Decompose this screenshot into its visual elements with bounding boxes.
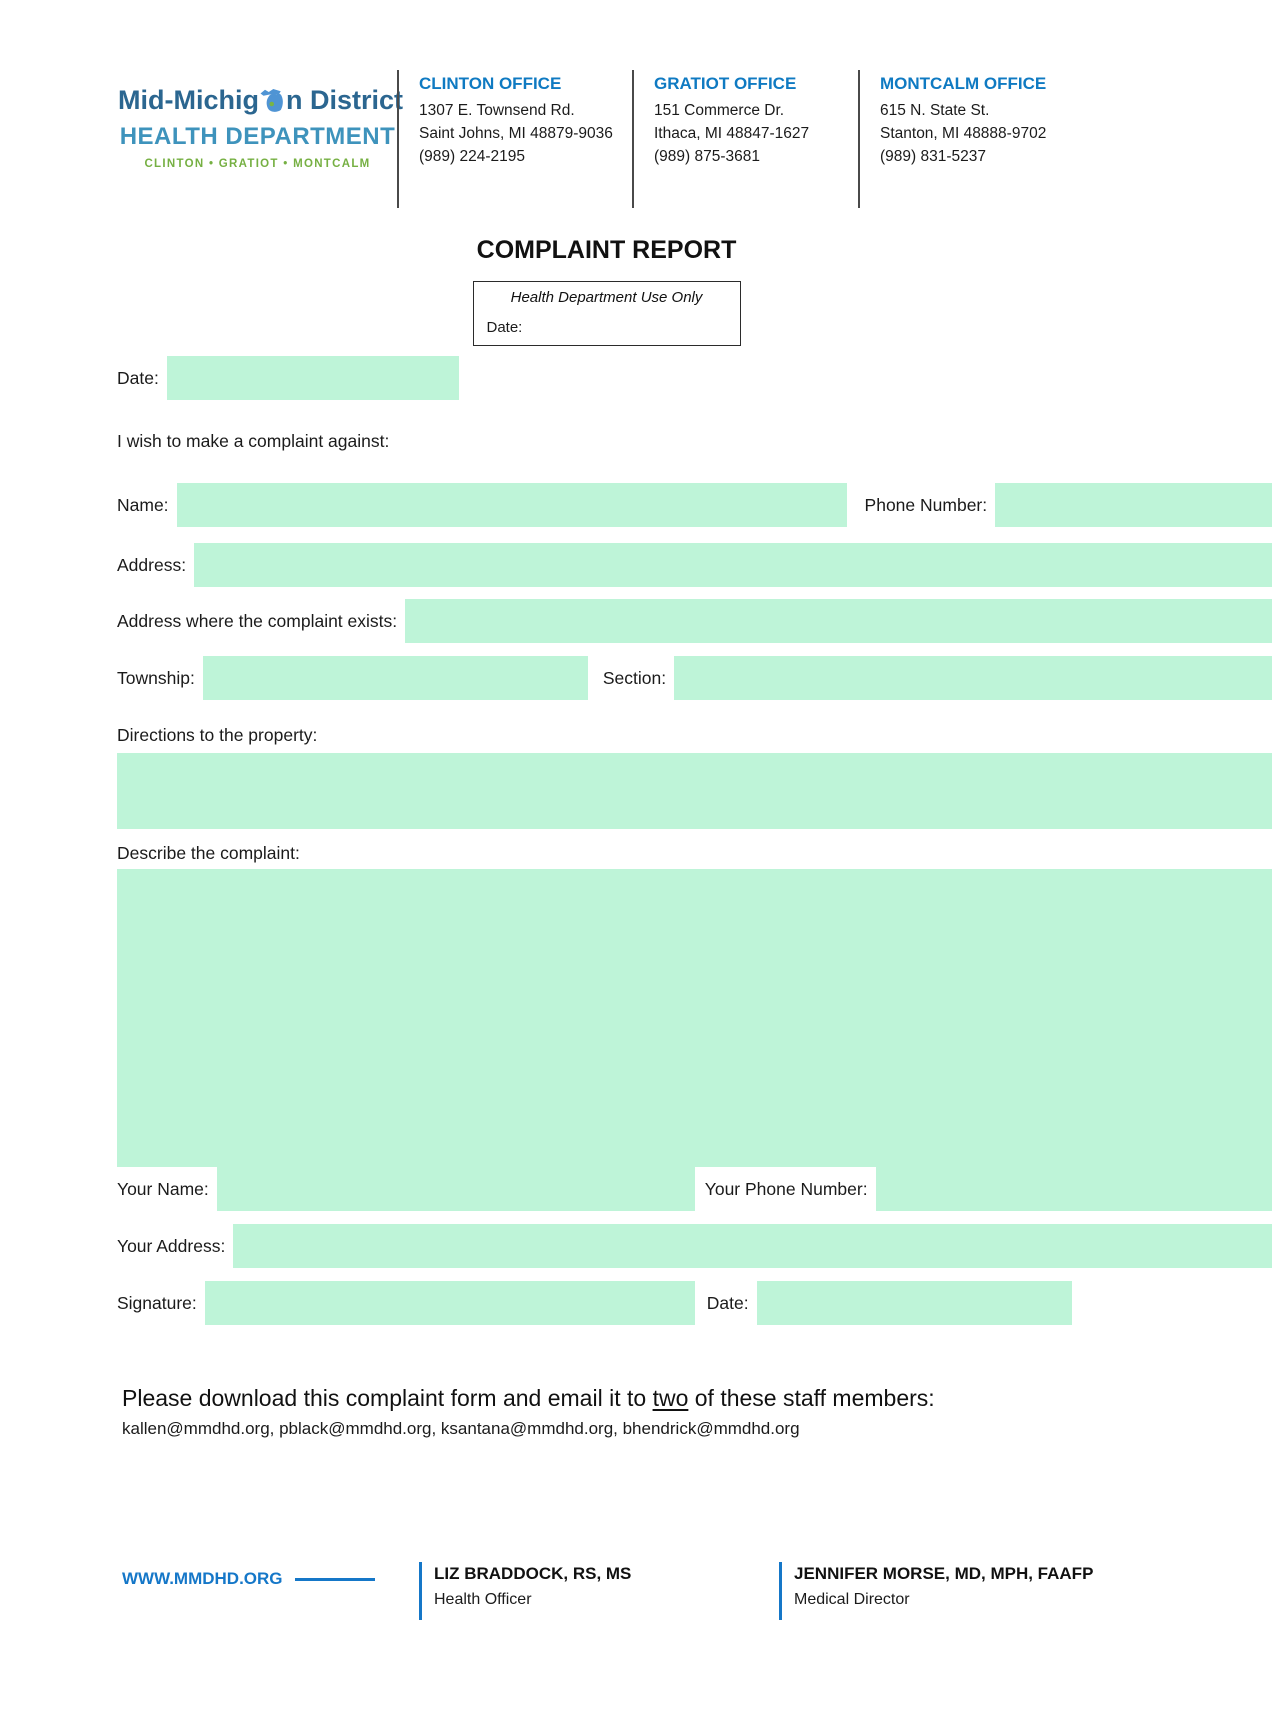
website-block: WWW.MMDHD.ORG — [122, 1562, 419, 1622]
signature-date-label: Date: — [706, 1292, 749, 1313]
office-gratiot: GRATIOT OFFICE 151 Commerce Dr. Ithaca, … — [634, 70, 858, 208]
instruction-text-before: Please download this complaint form and … — [122, 1385, 653, 1411]
name-row: Name: Phone Number: — [117, 483, 1272, 527]
logo-counties: CLINTON • GRATIOT • MONTCALM — [144, 158, 371, 170]
page-title: COMPLAINT REPORT — [476, 236, 737, 264]
township-label: Township: — [117, 667, 195, 688]
signature-label: Signature: — [117, 1292, 197, 1313]
logo-dept-name: HEALTH DEPARTMENT — [119, 123, 396, 150]
complaint-address-row: Address where the complaint exists: — [117, 599, 1272, 643]
phone-label: Phone Number: — [864, 494, 988, 515]
section-label: Section: — [602, 667, 667, 688]
office-street: 151 Commerce Dr. — [654, 102, 785, 119]
address-input[interactable] — [194, 543, 1272, 587]
download-instruction: Please download this complaint form and … — [122, 1385, 1235, 1412]
township-input[interactable] — [202, 656, 588, 700]
phone-input[interactable] — [995, 483, 1272, 527]
instruction-text-after: of these staff members: — [688, 1385, 935, 1411]
staff-email-list: kallen@mmdhd.org, pblack@mmdhd.org, ksan… — [122, 1419, 800, 1438]
directions-input[interactable] — [117, 753, 1272, 829]
footer-divider — [419, 1562, 422, 1620]
person-name: JENNIFER MORSE, MD, MPH, FAAFP — [794, 1564, 1094, 1583]
website-dash-line — [294, 1578, 375, 1581]
office-clinton: CLINTON OFFICE 1307 E. Townsend Rd. Sain… — [399, 70, 632, 208]
page-footer: WWW.MMDHD.ORG LIZ BRADDOCK, RS, MS Healt… — [122, 1562, 1275, 1622]
office-city: Ithaca, MI 48847-1627 — [654, 124, 810, 142]
michigan-state-icon — [256, 84, 289, 122]
header-divider — [858, 70, 860, 208]
office-phone: (989) 224-2195 — [419, 147, 525, 165]
office-name: MONTCALM OFFICE — [880, 74, 1047, 93]
intro-text: I wish to make a complaint against: — [117, 431, 390, 451]
complaint-form: Date: I wish to make a complaint against… — [117, 356, 1272, 1325]
your-name-label: Your Name: — [117, 1178, 209, 1199]
office-name: CLINTON OFFICE — [419, 74, 562, 93]
your-address-input[interactable] — [233, 1224, 1272, 1268]
header-divider — [632, 70, 634, 208]
medical-director-block: JENNIFER MORSE, MD, MPH, FAAFP Medical D… — [782, 1562, 1275, 1622]
complaint-address-input[interactable] — [405, 599, 1272, 643]
submission-instructions: Please download this complaint form and … — [122, 1385, 1235, 1439]
date-row: Date: — [117, 356, 1272, 400]
title-section: COMPLAINT REPORT Health Department Use O… — [0, 236, 1213, 346]
office-phone: (989) 875-3681 — [654, 147, 760, 165]
office-montcalm: MONTCALM OFFICE 615 N. State St. Stanton… — [860, 70, 1275, 208]
your-phone-input[interactable] — [875, 1167, 1272, 1211]
your-phone-label: Your Phone Number: — [704, 1178, 868, 1199]
hd-use-date-label: Date: — [486, 319, 523, 336]
describe-label: Describe the complaint: — [117, 843, 300, 863]
logo-org-name: Mid-Michig n District — [118, 84, 403, 122]
office-street: 615 N. State St. — [880, 102, 990, 119]
person-title: Health Officer — [434, 1591, 532, 1608]
office-city: Saint Johns, MI 48879-9036 — [419, 124, 613, 142]
health-officer-block: LIZ BRADDOCK, RS, MS Health Officer — [422, 1562, 779, 1622]
township-section-row: Township: Section: — [117, 656, 1272, 700]
instruction-text-underlined: two — [652, 1385, 689, 1411]
address-label: Address: — [117, 554, 187, 575]
org-logo: Mid-Michig n District HEALTH DEPARTMENT … — [118, 70, 403, 208]
person-title: Medical Director — [794, 1591, 910, 1608]
directions-label: Directions to the property: — [117, 725, 318, 745]
signature-input[interactable] — [204, 1281, 695, 1325]
website-link[interactable]: WWW.MMDHD.ORG — [122, 1569, 283, 1588]
office-street: 1307 E. Townsend Rd. — [419, 102, 575, 119]
office-phone: (989) 831-5237 — [880, 147, 986, 165]
name-label: Name: — [117, 494, 169, 515]
signature-date-input[interactable] — [756, 1281, 1072, 1325]
logo-text-prefix: Mid-Michig — [118, 85, 259, 115]
name-input[interactable] — [176, 483, 847, 527]
section-input[interactable] — [674, 656, 1272, 700]
date-label: Date: — [117, 367, 159, 388]
address-row: Address: — [117, 543, 1272, 587]
complaint-address-label: Address where the complaint exists: — [117, 610, 398, 631]
header-divider — [397, 70, 399, 208]
your-address-row: Your Address: — [117, 1224, 1272, 1268]
signature-row: Signature: Date: — [117, 1281, 1272, 1325]
hd-use-only-heading: Health Department Use Only — [510, 289, 703, 306]
page-header: Mid-Michig n District HEALTH DEPARTMENT … — [118, 70, 1275, 208]
logo-text-suffix: n District — [285, 85, 404, 115]
footer-divider — [779, 1562, 782, 1620]
your-address-label: Your Address: — [117, 1235, 226, 1256]
describe-input[interactable] — [117, 869, 1272, 1167]
person-name: LIZ BRADDOCK, RS, MS — [434, 1564, 632, 1583]
date-input[interactable] — [166, 356, 459, 400]
your-name-row: Your Name: Your Phone Number: — [117, 1167, 1272, 1211]
office-city: Stanton, MI 48888-9702 — [880, 124, 1047, 142]
office-name: GRATIOT OFFICE — [654, 74, 797, 93]
health-dept-use-only-box: Health Department Use Only Date: — [472, 281, 741, 346]
your-name-input[interactable] — [216, 1167, 695, 1211]
